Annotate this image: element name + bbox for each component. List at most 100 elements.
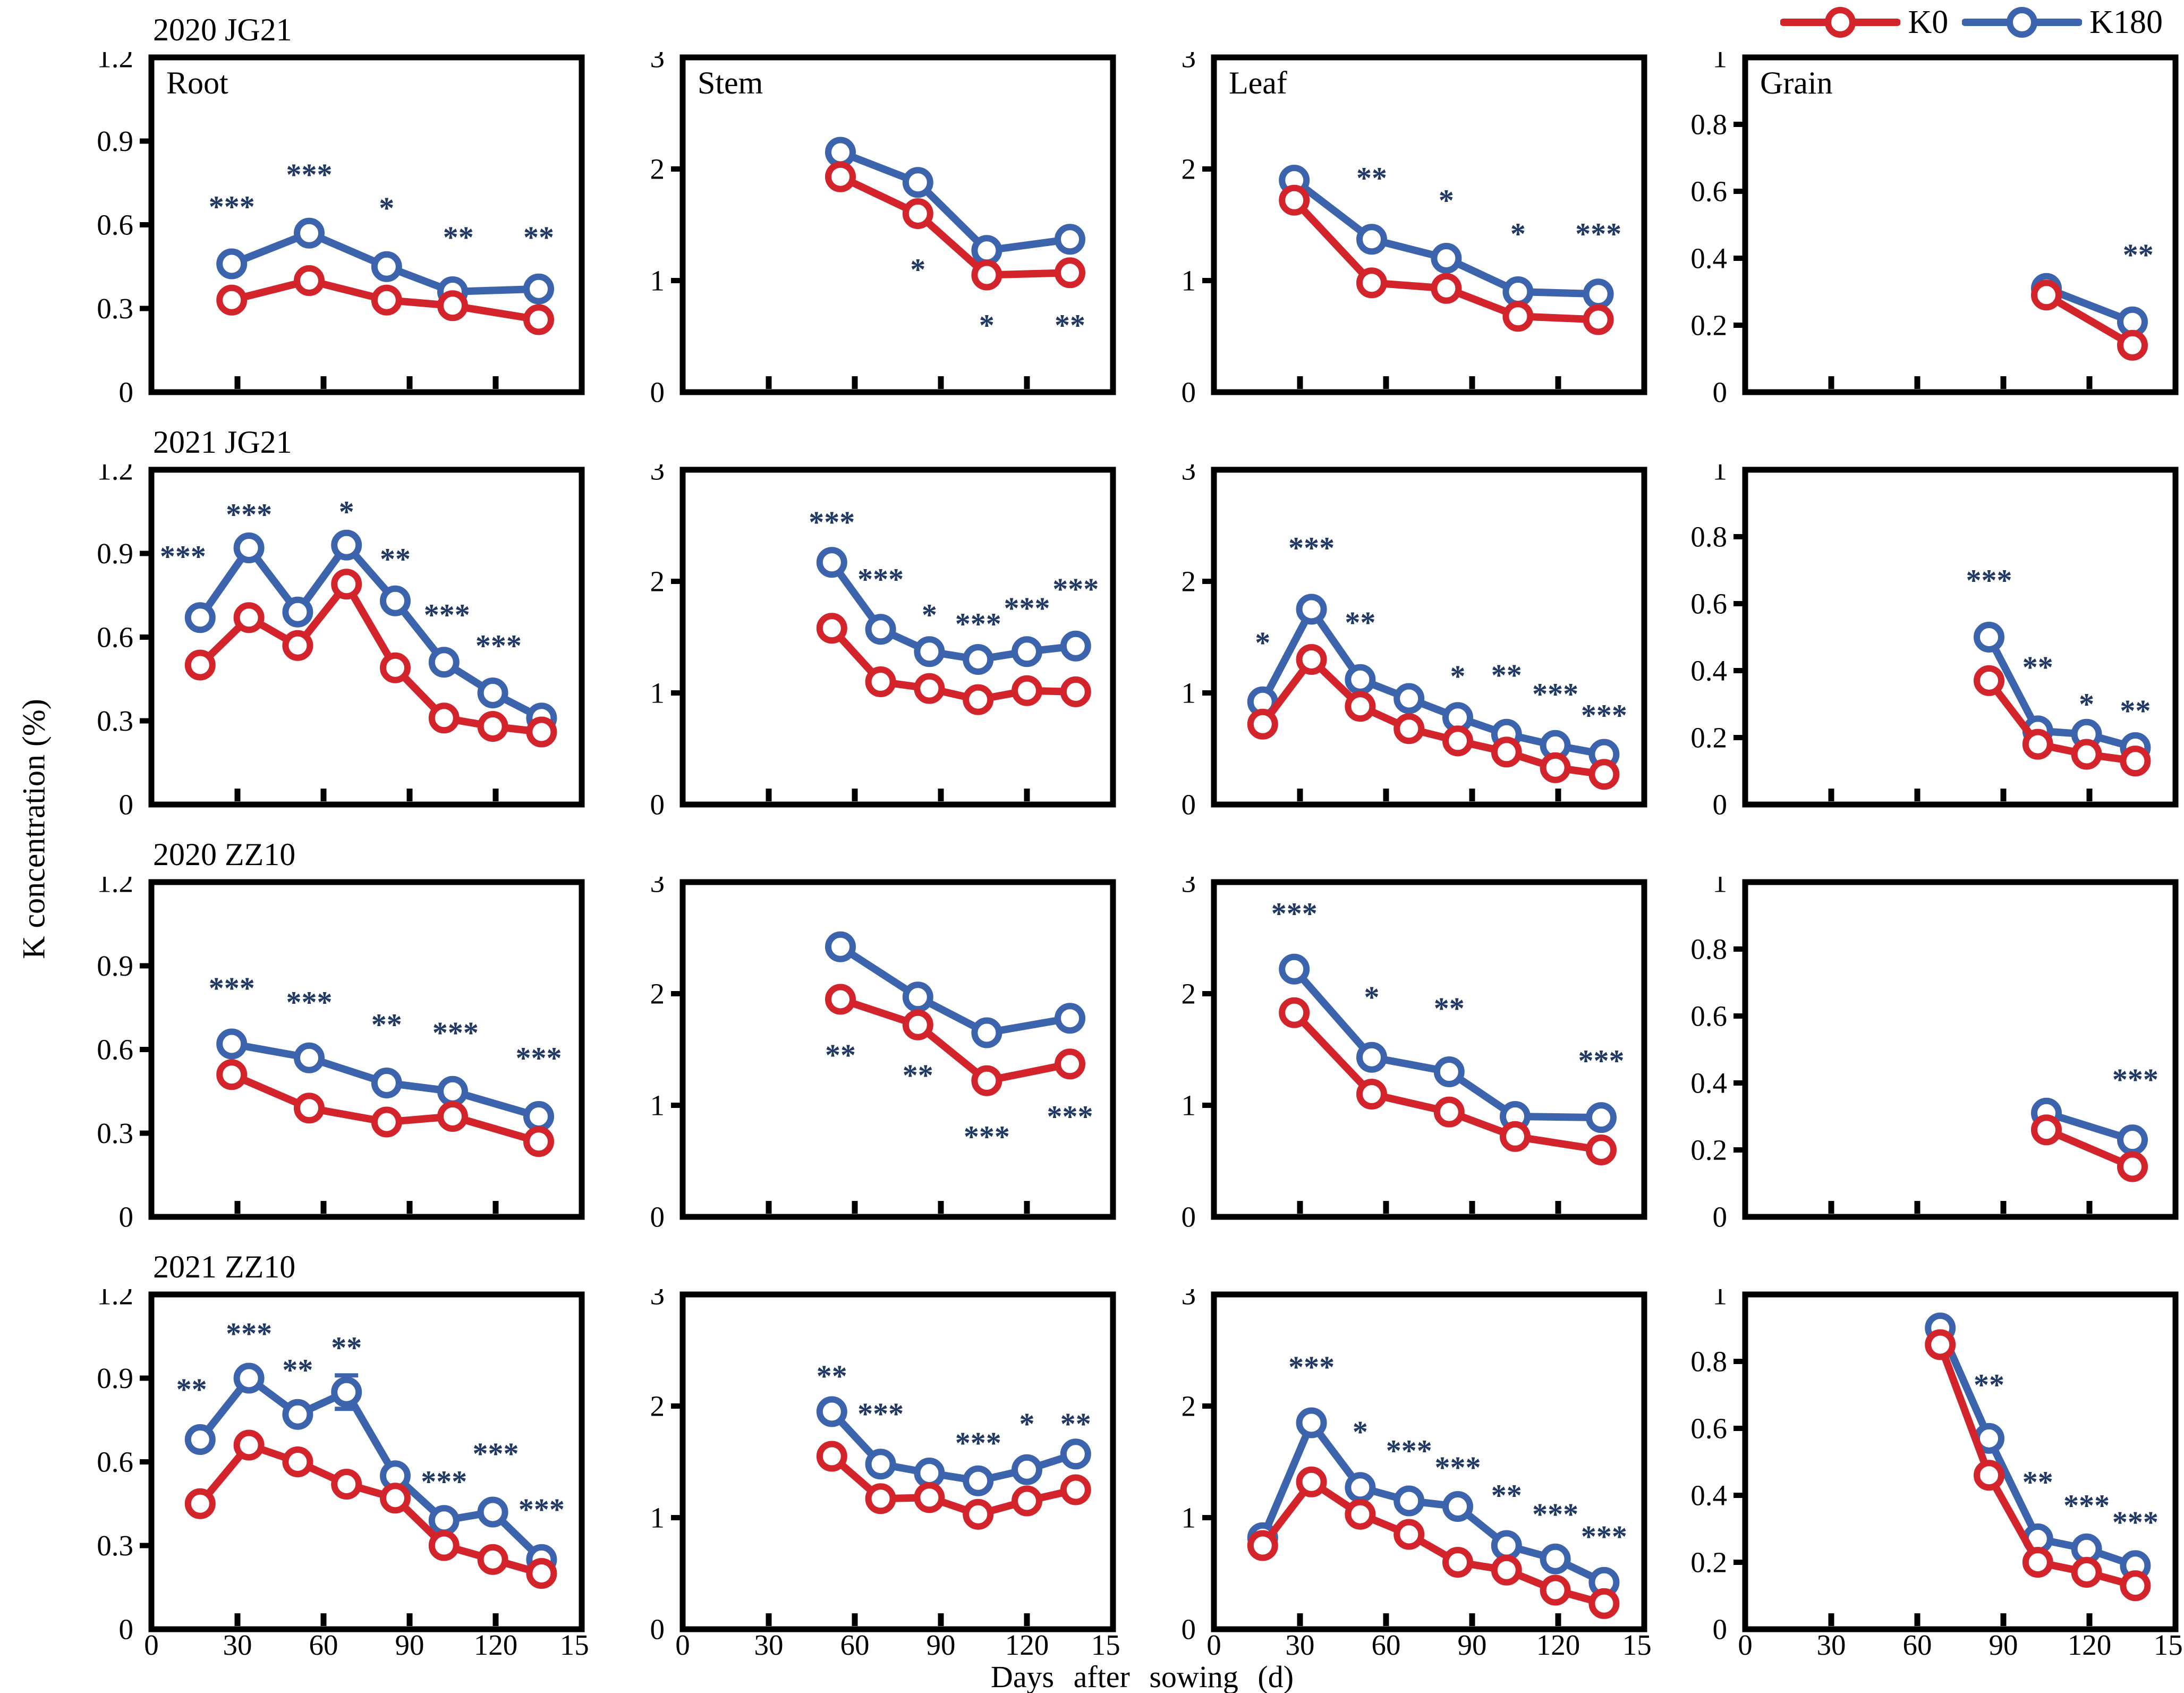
svg-text:0: 0 <box>1713 376 1728 409</box>
svg-text:0.3: 0.3 <box>97 1529 133 1562</box>
svg-text:***: *** <box>226 497 272 532</box>
svg-text:1: 1 <box>1182 1502 1196 1534</box>
svg-text:*: * <box>922 598 937 632</box>
svg-text:**: ** <box>817 1359 847 1393</box>
svg-text:150: 150 <box>2154 1629 2183 1661</box>
svg-text:3: 3 <box>650 52 665 74</box>
svg-text:*: * <box>1450 659 1466 693</box>
svg-text:2: 2 <box>1182 978 1196 1010</box>
svg-text:*: * <box>1353 1415 1368 1449</box>
panel-title-2020-jg21-leaf <box>1121 7 1652 52</box>
panel-title-2020-jg21-stem <box>590 7 1121 52</box>
svg-text:2: 2 <box>650 1390 665 1423</box>
svg-text:0: 0 <box>119 789 134 821</box>
panel-title-2020-zz10-root: 2020 ZZ10 <box>153 837 296 872</box>
svg-text:1: 1 <box>1182 1089 1196 1122</box>
svg-text:***: *** <box>160 539 206 573</box>
k0-line-marker-icon <box>1780 7 1901 38</box>
chart-2021-zz10-grain: 00.20.40.60.810306090120150********** <box>1690 1289 2183 1661</box>
svg-text:0.9: 0.9 <box>97 125 133 157</box>
svg-text:0.6: 0.6 <box>97 1034 133 1066</box>
svg-text:0.3: 0.3 <box>97 1117 133 1149</box>
svg-text:**: ** <box>903 1058 933 1093</box>
x-axis-label: Days after sowing (d) <box>990 1660 1294 1693</box>
svg-text:***: *** <box>1532 677 1578 712</box>
svg-text:1: 1 <box>1713 464 1728 486</box>
panel-title-2020-zz10-leaf <box>1121 832 1652 877</box>
svg-text:***: *** <box>473 1436 519 1471</box>
svg-text:1.2: 1.2 <box>97 877 133 899</box>
svg-text:***: *** <box>964 1119 1010 1154</box>
svg-text:2: 2 <box>650 978 665 1010</box>
svg-text:0.4: 0.4 <box>1690 1479 1727 1512</box>
svg-text:1: 1 <box>650 1502 665 1534</box>
svg-text:3: 3 <box>1182 464 1196 486</box>
svg-text:**: ** <box>2022 1465 2053 1499</box>
svg-text:90: 90 <box>927 1629 956 1661</box>
legend-item-k180: K180 <box>1962 3 2163 41</box>
svg-text:*: * <box>979 308 995 343</box>
svg-text:1: 1 <box>1182 265 1196 297</box>
svg-text:***: *** <box>286 157 333 192</box>
svg-text:***: *** <box>1575 216 1621 251</box>
svg-text:0.2: 0.2 <box>1690 309 1727 342</box>
svg-text:0: 0 <box>1182 1613 1196 1646</box>
chart-2021-zz10-root: 00.30.60.91.20306090120150**************… <box>97 1289 590 1661</box>
panel-cell-2021-zz10-root: 2021 ZZ1000.30.60.91.20306090120150*****… <box>58 1245 590 1693</box>
panel-cell-2020-zz10-leaf: 0 1 2 3 *** * ** *** <box>1121 832 1652 1245</box>
svg-text:*: * <box>1255 625 1270 660</box>
svg-text:1.2: 1.2 <box>97 464 133 486</box>
svg-text:**: ** <box>1491 1478 1522 1513</box>
svg-text:90: 90 <box>1458 1629 1487 1661</box>
k180-line-marker-icon <box>1962 7 2083 38</box>
svg-text:1: 1 <box>1713 877 1728 899</box>
legend-label-k180: K180 <box>2089 4 2163 40</box>
chart-2021-jg21-root: 00.30.60.91.2****** ********* <box>97 464 585 821</box>
panel-title-2021-jg21-root: 2021 JG21 <box>153 425 292 460</box>
svg-text:***: *** <box>809 505 855 539</box>
panel-title-2021-zz10-root: 2021 ZZ10 <box>153 1249 296 1284</box>
svg-text:0: 0 <box>119 1613 134 1646</box>
svg-text:*: * <box>339 494 354 529</box>
svg-text:***: *** <box>286 985 333 1019</box>
svg-text:**: ** <box>2123 238 2154 272</box>
panel-title-2020-zz10-stem <box>590 832 1121 877</box>
svg-text:0: 0 <box>119 1201 134 1233</box>
svg-text:Grain: Grain <box>1760 65 1833 100</box>
panel-grid: 2020 JG21 0 0.3 0.6 0.9 1.2 Root *** *** * ** ** 0 1 2… <box>58 7 2183 1693</box>
panel-cell-2021-jg21-root: 2021 JG21 0 0.3 0.6 0.9 1.2 *** *** * ** *** *** <box>58 420 590 832</box>
svg-text:**: ** <box>2022 650 2053 684</box>
panel-title-2020-jg21-root: 2020 JG21 <box>153 12 292 47</box>
svg-text:0: 0 <box>1713 1613 1728 1646</box>
svg-text:***: *** <box>2112 1505 2158 1539</box>
svg-text:2: 2 <box>1182 153 1196 185</box>
svg-text:0.8: 0.8 <box>1690 108 1727 141</box>
svg-text:0.9: 0.9 <box>97 950 133 982</box>
panel-title-2021-jg21-grain <box>1652 420 2183 464</box>
svg-text:*: * <box>379 191 394 225</box>
svg-text:Stem: Stem <box>698 65 763 100</box>
svg-text:1: 1 <box>650 1089 665 1122</box>
svg-text:0: 0 <box>650 1613 665 1646</box>
svg-text:***: *** <box>226 1316 272 1351</box>
svg-text:***: *** <box>955 1426 1001 1460</box>
svg-text:**: ** <box>2120 693 2151 728</box>
svg-text:***: *** <box>516 1040 562 1075</box>
panel-cell-2021-jg21-grain: 0 0.2 0.4 0.6 0.8 1 *** ** * ** <box>1652 420 2183 832</box>
svg-text:120: 120 <box>1536 1629 1580 1661</box>
svg-text:0.9: 0.9 <box>97 1362 133 1394</box>
svg-text:***: *** <box>2063 1488 2110 1522</box>
svg-text:0: 0 <box>650 1201 665 1233</box>
chart-2021-zz10-leaf: 01230306090120150****************** <box>1182 1289 1653 1661</box>
svg-text:1: 1 <box>650 265 665 297</box>
svg-text:3: 3 <box>1182 1289 1196 1311</box>
svg-text:**: ** <box>1491 658 1522 692</box>
svg-text:***: *** <box>1288 531 1335 565</box>
svg-text:**: ** <box>523 220 554 255</box>
panel-cell-2021-jg21-stem: 0 1 2 3 *** *** * *** *** *** <box>590 420 1121 832</box>
svg-text:3: 3 <box>1182 52 1196 74</box>
svg-text:90: 90 <box>1989 1629 2018 1661</box>
